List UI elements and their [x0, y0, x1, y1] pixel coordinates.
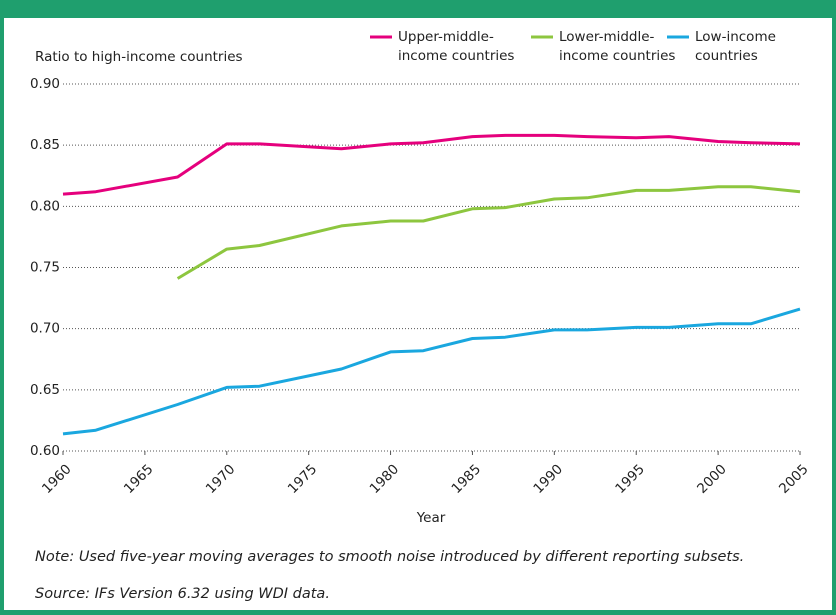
- y-tick-label: 0.85: [30, 137, 60, 153]
- y-axis-label: Ratio to high-income countries: [35, 49, 243, 65]
- y-tick-label: 0.70: [30, 321, 60, 337]
- y-tick-label: 0.80: [30, 198, 60, 214]
- x-axis-label: Year: [416, 510, 446, 526]
- series-line: [62, 133, 801, 196]
- y-tick-label: 0.60: [30, 443, 60, 459]
- y-tick-label: 0.65: [30, 382, 60, 398]
- legend-label: Low-income countries: [695, 29, 776, 64]
- series-line: [62, 307, 801, 436]
- legend-label: Upper-middle-income countries: [398, 29, 514, 64]
- y-tick-label: 0.90: [30, 76, 60, 92]
- legend-label: Lower-middle-income countries: [559, 29, 675, 64]
- y-tick-label: 0.75: [30, 260, 60, 276]
- note: Note: Used five-year moving averages to …: [35, 549, 744, 565]
- panel: [4, 18, 832, 610]
- series-line: [176, 185, 801, 280]
- source: Source: IFs Version 6.32 using WDI data.: [35, 586, 330, 602]
